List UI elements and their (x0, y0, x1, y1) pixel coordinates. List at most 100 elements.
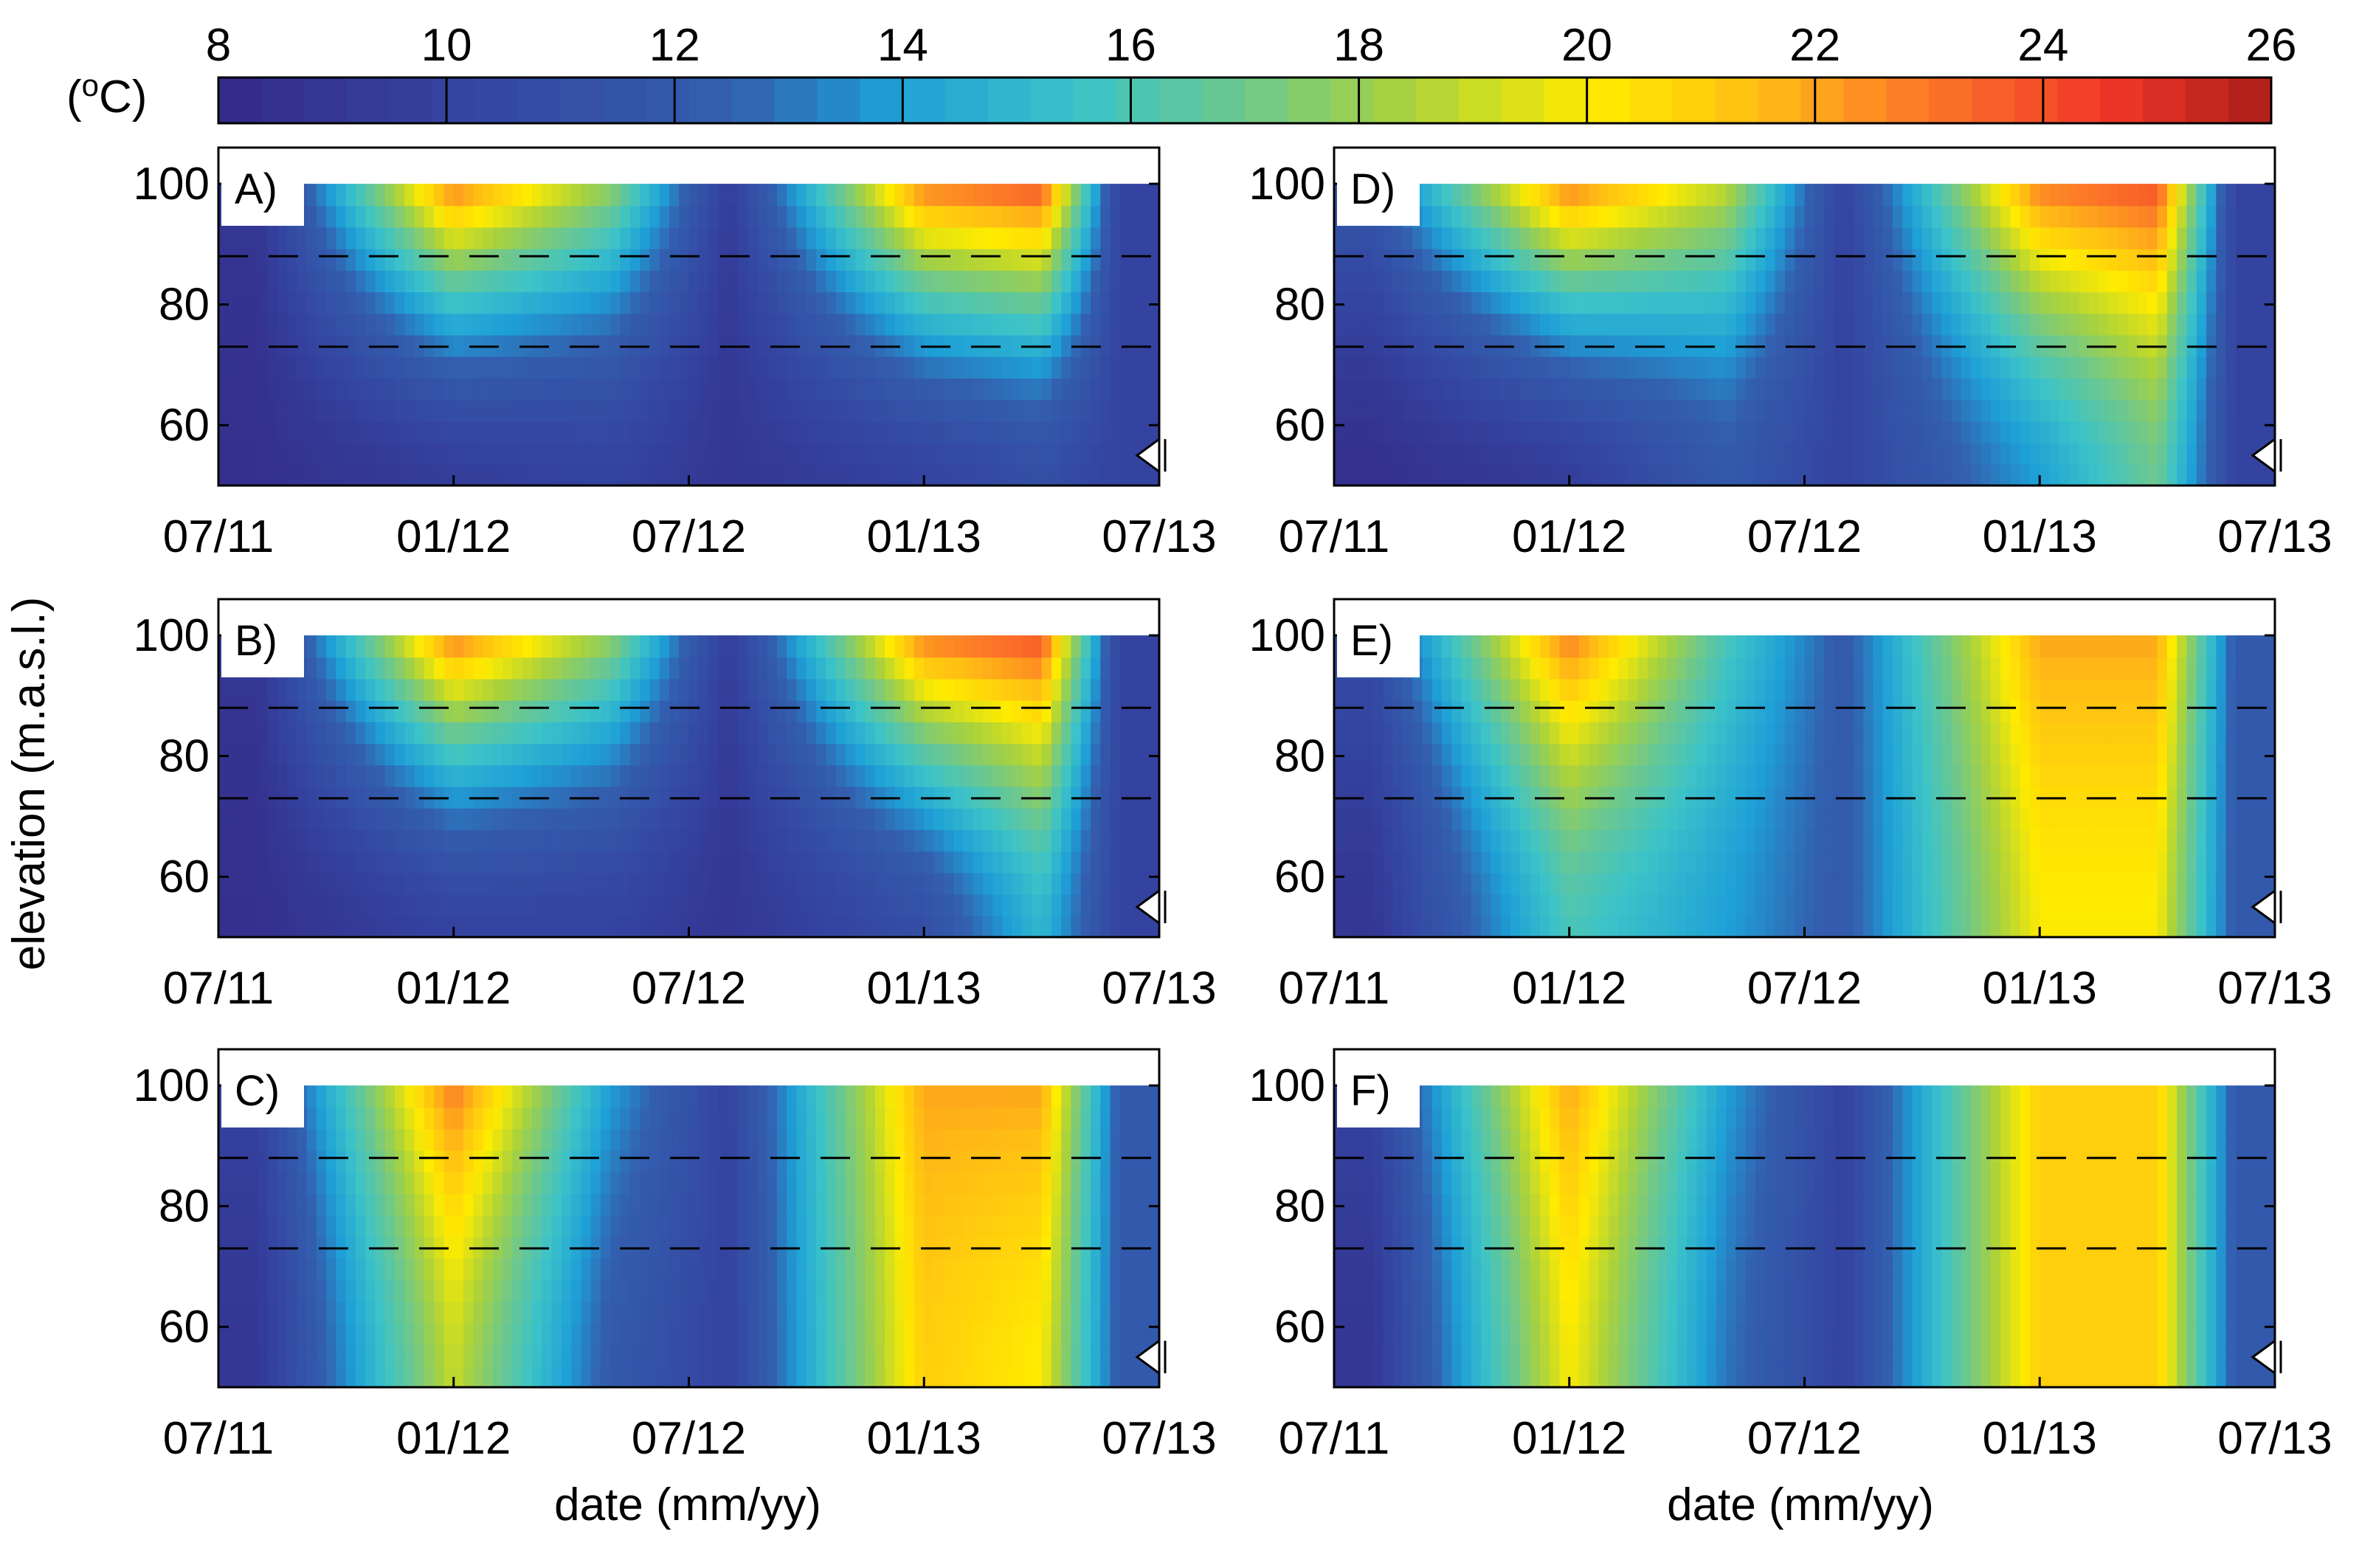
heatmap-cell (1110, 1085, 1121, 1108)
heatmap-cell (443, 1193, 455, 1216)
heatmap-cell (855, 205, 866, 228)
heatmap-cell (1353, 227, 1364, 249)
heatmap-cell (1051, 269, 1063, 293)
heatmap-cell (326, 184, 337, 207)
heatmap-cell (1775, 463, 1786, 486)
heatmap-cell (1696, 205, 1707, 228)
heatmap-cell (835, 1344, 846, 1367)
heatmap-cell (874, 291, 886, 314)
heatmap-cell (336, 1171, 347, 1195)
heatmap-cell (718, 313, 729, 336)
heatmap-cell (463, 442, 474, 465)
heatmap-cell (1471, 356, 1482, 379)
heatmap-cell (522, 657, 533, 680)
heatmap-cell (1091, 291, 1102, 314)
heatmap-cell (1149, 764, 1160, 787)
heatmap-cell (267, 227, 278, 249)
heatmap-cell (512, 635, 523, 658)
heatmap-cell (933, 205, 944, 228)
heatmap-cell (1051, 1344, 1063, 1367)
heatmap-cell (1735, 421, 1747, 443)
heatmap-cell (649, 334, 660, 357)
heatmap-cell (1882, 269, 1894, 293)
heatmap-cell (1608, 248, 1620, 271)
heatmap-cell (542, 894, 553, 916)
heatmap-cell (404, 1171, 415, 1195)
heatmap-cell (620, 1193, 631, 1216)
heatmap-cell (777, 421, 788, 443)
heatmap-cell (629, 291, 641, 314)
heatmap-cell (992, 657, 1004, 680)
heatmap-cell (933, 872, 944, 895)
heatmap-cell (1667, 399, 1678, 422)
heatmap-cell (238, 463, 249, 486)
heatmap-cell (600, 227, 612, 249)
heatmap-cell (737, 184, 749, 207)
heatmap-cell (228, 1301, 239, 1324)
heatmap-cell (1100, 1171, 1111, 1195)
heatmap-cell (218, 248, 229, 271)
heatmap-cell (1637, 442, 1648, 465)
y-tick-label: 60 (159, 400, 210, 451)
heatmap-cell (258, 1257, 269, 1280)
heatmap-cell (1676, 377, 1688, 401)
heatmap-cell (1041, 463, 1052, 486)
heatmap-cell (1032, 894, 1043, 916)
heatmap-cell (924, 872, 935, 895)
heatmap-cell (659, 227, 670, 249)
heatmap-cell (806, 1344, 818, 1367)
heatmap-cell (277, 915, 288, 938)
heatmap-cell (669, 764, 680, 787)
heatmap-cell (590, 1365, 601, 1388)
heatmap-cell (1608, 227, 1620, 249)
heatmap-cell (551, 269, 562, 293)
heatmap-cell (1344, 291, 1355, 314)
heatmap-cell (963, 894, 974, 916)
heatmap-cell (473, 915, 484, 938)
colorbar-segment (2014, 77, 2059, 123)
heatmap-cell (336, 1257, 347, 1280)
heatmap-cell (649, 291, 660, 314)
heatmap-cell (1726, 269, 1737, 293)
heatmap-cell (258, 1322, 269, 1345)
heatmap-cell (258, 399, 269, 422)
heatmap-cell (483, 1150, 494, 1172)
heatmap-cell (336, 463, 347, 486)
heatmap-cell (963, 1085, 974, 1108)
heatmap-cell (1119, 1150, 1131, 1172)
heatmap-cell (767, 269, 778, 293)
heatmap-cell (375, 205, 386, 228)
heatmap-cell (1091, 1171, 1102, 1195)
heatmap-cell (1002, 721, 1013, 745)
heatmap-cell (1676, 291, 1688, 314)
heatmap-cell (581, 657, 592, 680)
heatmap-cell (1648, 377, 1659, 401)
heatmap-cell (728, 635, 739, 658)
heatmap-cell (365, 678, 376, 701)
heatmap-cell (973, 1128, 984, 1151)
heatmap-cell (610, 463, 621, 486)
heatmap-cell (512, 1193, 523, 1216)
heatmap-cell (395, 356, 406, 379)
heatmap-cell (1893, 269, 1904, 293)
heatmap-cell (610, 1279, 621, 1302)
heatmap-cell (1061, 1344, 1072, 1367)
heatmap-cell (787, 1128, 798, 1151)
heatmap-cell (924, 1301, 935, 1324)
heatmap-cell (787, 807, 798, 830)
heatmap-cell (1130, 1171, 1141, 1195)
heatmap-cell (865, 1236, 876, 1259)
heatmap-cell (551, 1193, 562, 1216)
heatmap-cell (1373, 421, 1384, 443)
heatmap-cell (649, 635, 660, 658)
heatmap-cell (1843, 205, 1854, 228)
heatmap-cell (218, 807, 229, 830)
y-tick-label: 100 (134, 610, 210, 661)
heatmap-cell (826, 721, 837, 745)
heatmap-cell (1402, 421, 1414, 443)
heatmap-cell (1022, 851, 1033, 874)
heatmap-cell (1442, 313, 1453, 336)
heatmap-cell (787, 442, 798, 465)
heatmap-cell (1755, 205, 1766, 228)
